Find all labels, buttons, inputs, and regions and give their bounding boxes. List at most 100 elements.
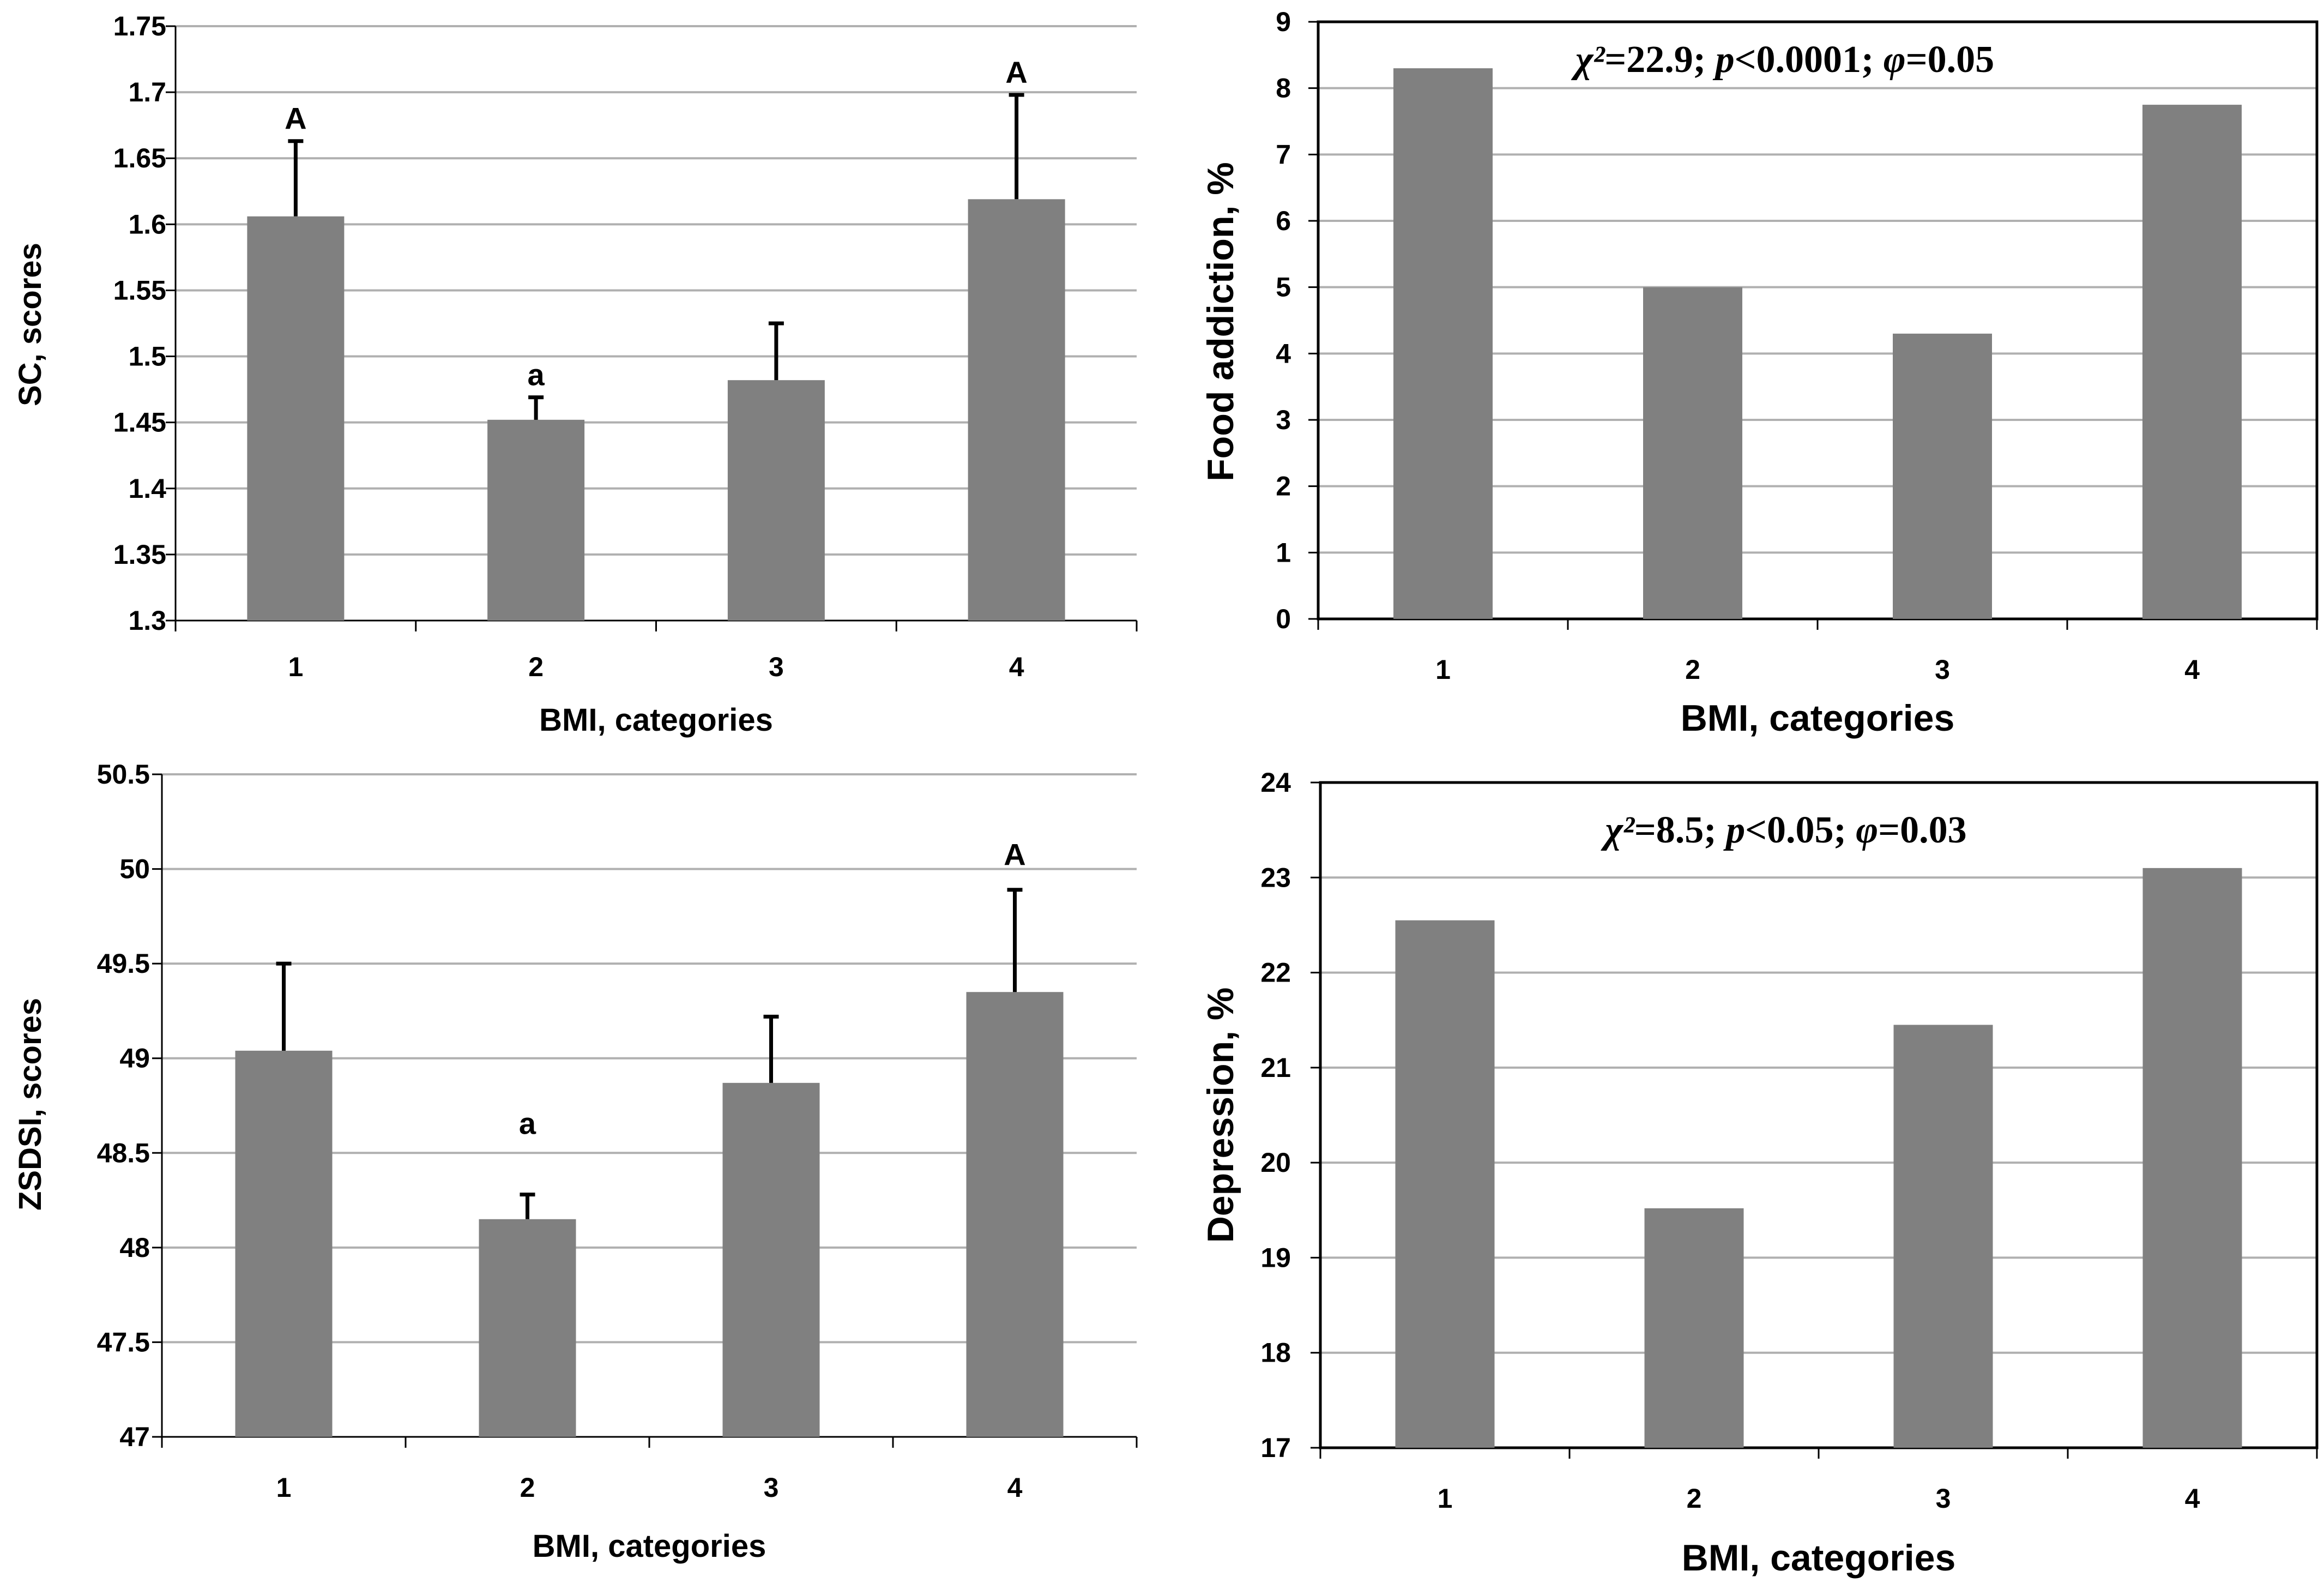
zsdsi-x-tick-label: 1: [276, 1472, 292, 1503]
sc-y-tick-label: 1.65: [113, 143, 166, 173]
food-y-tick-label: 2: [1276, 471, 1291, 502]
depression-y-tick-label: 19: [1260, 1242, 1291, 1273]
zsdsi-significance-label: A: [1004, 838, 1025, 872]
depression-y-tick-label: 21: [1260, 1052, 1291, 1083]
zsdsi-bar-4: [966, 992, 1064, 1437]
sc-y-axis-title: SC, scores: [13, 243, 48, 406]
food-y-tick-label: 5: [1276, 272, 1291, 303]
depression-stats-p-symbol: p: [1723, 809, 1745, 851]
sc-y-tick-label: 1.4: [128, 473, 166, 504]
food-y-tick-label: 8: [1276, 73, 1291, 104]
zsdsi-y-tick-label: 48: [119, 1232, 150, 1263]
food-y-tick-label: 4: [1276, 338, 1291, 369]
depression-y-tick-label: 23: [1260, 862, 1291, 893]
food-y-tick-label: 0: [1276, 604, 1291, 634]
depression-stats-phi-symbol: φ: [1856, 809, 1878, 851]
sc-y-tick-label: 1.3: [128, 605, 166, 636]
sc-y-tick-label: 1.75: [113, 11, 166, 41]
sc-bar-4: [968, 199, 1065, 621]
food-y-tick-label: 9: [1276, 7, 1291, 37]
depression-y-tick-label: 20: [1260, 1147, 1291, 1178]
sc-y-tick-label: 1.45: [113, 407, 166, 438]
sc-bar-3: [727, 380, 825, 621]
sc-y-tick-label: 1.6: [128, 209, 166, 239]
sc-y-tick-label: 1.55: [113, 275, 166, 305]
sc-x-tick-label: 4: [1009, 652, 1024, 682]
food-chart: 0 1 2 3 4 5 6 7 8 9 1 2 3 4 BMI, categories Food addict…: [1200, 7, 2319, 739]
depression-y-axis-title: Depression, %: [1200, 988, 1241, 1243]
depression-x-tick-label: 4: [2185, 1483, 2200, 1514]
food-x-tick-label: 1: [1435, 654, 1451, 685]
sc-x-tick-label: 1: [288, 652, 303, 682]
sc-bar-2: [487, 419, 585, 621]
zsdsi-bar-1: [235, 1050, 333, 1437]
depression-bar-3: [1893, 1025, 1993, 1448]
depression-stats-p-value: <0.05;: [1745, 809, 1856, 851]
depression-stats-phi-value: =0.03: [1878, 809, 1966, 851]
food-bar-3: [1893, 333, 1992, 619]
depression-x-axis-title: BMI, categories: [1682, 1537, 1956, 1579]
zsdsi-y-tick-label: 50.5: [97, 759, 150, 790]
zsdsi-bar-2: [479, 1219, 576, 1437]
zsdsi-y-tick-label: 47: [119, 1422, 150, 1452]
food-stats-annotation: χ²=22.9; p<0.0001; φ=0.05: [1571, 39, 1994, 81]
depression-bar-1: [1395, 920, 1495, 1448]
sc-y-tick-label: 1.35: [113, 539, 166, 570]
food-stats-chi-symbol: χ²: [1571, 39, 1606, 81]
sc-x-axis-title: BMI, categories: [539, 702, 773, 738]
zsdsi-x-tick-label: 3: [764, 1472, 779, 1503]
zsdsi-x-tick-label: 4: [1007, 1472, 1023, 1503]
sc-y-tick-label: 1.7: [128, 77, 166, 107]
zsdsi-chart: 47 47.5 48 48.5 49 49.5 50 50.5 1 a 2 3 A 4 BMI, categ…: [13, 759, 1138, 1564]
depression-y-tick-label: 18: [1260, 1338, 1291, 1368]
depression-y-tick-label: 22: [1260, 958, 1291, 988]
zsdsi-bar-3: [722, 1082, 820, 1437]
food-y-tick-label: 1: [1276, 537, 1291, 568]
zsdsi-x-axis-title: BMI, categories: [533, 1528, 766, 1564]
sc-significance-label: A: [1005, 55, 1027, 89]
food-stats-chi-value: =22.9;: [1604, 39, 1715, 81]
depression-bar-2: [1644, 1208, 1744, 1448]
depression-bar-4: [2142, 868, 2242, 1448]
sc-y-tick-label: 1.5: [128, 341, 166, 372]
food-x-tick-label: 3: [1935, 654, 1950, 685]
food-y-tick-label: 7: [1276, 139, 1291, 170]
depression-x-tick-label: 1: [1438, 1483, 1453, 1514]
food-x-tick-label: 4: [2184, 654, 2200, 685]
sc-x-tick-label: 2: [528, 652, 544, 682]
food-stats-p-value: <0.0001;: [1735, 39, 1884, 81]
depression-x-tick-label: 3: [1936, 1483, 1951, 1514]
depression-stats-chi-symbol: χ²: [1600, 809, 1635, 851]
food-stats-phi-symbol: φ: [1884, 39, 1906, 81]
depression-stats-chi-value: =8.5;: [1634, 809, 1726, 851]
zsdsi-x-tick-label: 2: [520, 1472, 535, 1503]
depression-x-tick-label: 2: [1687, 1483, 1702, 1514]
zsdsi-y-tick-label: 49: [119, 1043, 150, 1074]
food-x-tick-label: 2: [1685, 654, 1700, 685]
sc-significance-label: a: [528, 358, 545, 392]
depression-stats-annotation: χ²=8.5; p<0.05; φ=0.03: [1600, 809, 1966, 851]
sc-x-tick-label: 3: [769, 652, 784, 682]
zsdsi-significance-label: a: [519, 1106, 536, 1141]
food-bar-2: [1643, 287, 1742, 619]
zsdsi-y-axis-title: ZSDSI, scores: [13, 998, 48, 1211]
food-bar-1: [1393, 68, 1493, 619]
sc-significance-label: A: [285, 101, 306, 136]
food-bar-4: [2142, 105, 2242, 619]
food-stats-phi-value: =0.05: [1906, 39, 1994, 81]
depression-y-tick-label: 17: [1260, 1432, 1291, 1463]
sc-chart: 1.3 1.35 1.4 1.45 1.5 1.55 1.6 1.65 1.7 1.75 A 1 a 2 3…: [13, 11, 1138, 738]
food-y-tick-label: 6: [1276, 206, 1291, 236]
sc-bar-1: [247, 216, 345, 621]
zsdsi-y-tick-label: 47.5: [97, 1327, 150, 1357]
food-stats-p-symbol: p: [1713, 39, 1735, 81]
zsdsi-y-tick-label: 50: [119, 854, 150, 884]
depression-y-tick-label: 24: [1260, 767, 1291, 798]
zsdsi-y-tick-label: 49.5: [97, 948, 150, 979]
food-y-tick-label: 3: [1276, 405, 1291, 435]
food-y-axis-title: Food addiction, %: [1200, 162, 1241, 481]
food-x-axis-title: BMI, categories: [1681, 697, 1955, 739]
zsdsi-y-tick-label: 48.5: [97, 1137, 150, 1168]
